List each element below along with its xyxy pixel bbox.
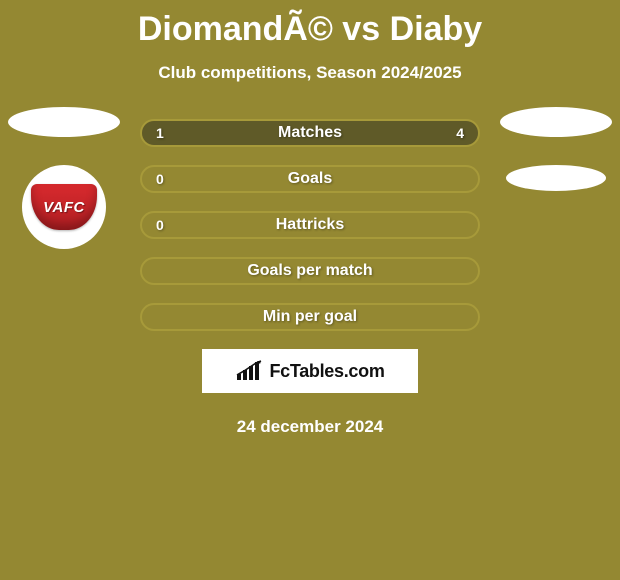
bar-hattricks: 0 Hattricks	[140, 211, 480, 239]
vafc-badge-icon: VAFC	[31, 184, 97, 230]
bar-matches-label: Matches	[278, 124, 342, 142]
bar-goals-label: Goals	[288, 170, 332, 188]
player-right-column	[496, 107, 616, 191]
player-left-column: VAFC	[4, 107, 124, 249]
bar-matches-fill-right	[209, 121, 478, 145]
bar-hattricks-left-value: 0	[156, 217, 164, 233]
bar-goals-per-match: Goals per match	[140, 257, 480, 285]
fctables-watermark: FcTables.com	[202, 349, 418, 393]
stat-bars: 1 Matches 4 0 Goals 0 Hattricks Goals pe…	[140, 119, 480, 331]
bar-mpg-label: Min per goal	[263, 308, 357, 326]
page-subtitle: Club competitions, Season 2024/2025	[0, 63, 620, 83]
club-right-logo-placeholder	[506, 165, 606, 191]
infographic-date: 24 december 2024	[0, 417, 620, 437]
bar-hattricks-label: Hattricks	[276, 216, 344, 234]
bar-goals: 0 Goals	[140, 165, 480, 193]
chart-icon	[235, 360, 263, 382]
bar-matches-right-value: 4	[456, 125, 464, 141]
bar-matches-fill-left	[142, 121, 209, 145]
bar-gpm-label: Goals per match	[247, 262, 372, 280]
fctables-watermark-text: FcTables.com	[269, 361, 384, 382]
bar-min-per-goal: Min per goal	[140, 303, 480, 331]
bar-goals-left-value: 0	[156, 171, 164, 187]
player-left-avatar-placeholder	[8, 107, 120, 137]
bar-matches: 1 Matches 4	[140, 119, 480, 147]
vafc-badge-text: VAFC	[43, 199, 85, 216]
comparison-area: VAFC 1 Matches 4 0 Goals 0 Hattricks	[0, 119, 620, 437]
bar-matches-left-value: 1	[156, 125, 164, 141]
club-left-logo: VAFC	[22, 165, 106, 249]
player-right-avatar-placeholder	[500, 107, 612, 137]
page-title: DiomandÃ© vs Diaby	[0, 0, 620, 49]
